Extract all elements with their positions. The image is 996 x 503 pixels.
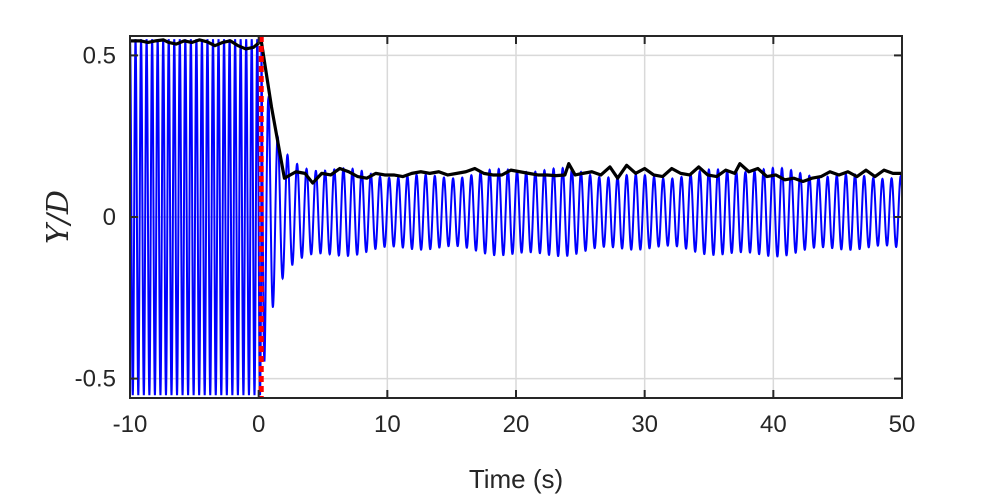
x-tick-label: 10 bbox=[374, 411, 401, 438]
x-tick-label: 30 bbox=[631, 411, 658, 438]
x-tick-label: 40 bbox=[760, 411, 787, 438]
y-tick-label: 0 bbox=[103, 204, 116, 231]
x-axis-label: Time (s) bbox=[469, 464, 563, 494]
oscillation-line bbox=[130, 39, 902, 396]
y-tick-label: -0.5 bbox=[75, 366, 116, 393]
x-tick-label: 20 bbox=[503, 411, 530, 438]
plot-series bbox=[130, 36, 902, 398]
envelope-line bbox=[130, 38, 902, 185]
y-axis-label: Y/D bbox=[41, 190, 76, 244]
tick-labels: -10 0 10 20 30 40 50 -0.5 0 0.5 bbox=[75, 42, 916, 438]
axes bbox=[129, 35, 903, 399]
x-tick-label: 0 bbox=[252, 411, 265, 438]
x-tick-label: -10 bbox=[113, 411, 148, 438]
x-tick-label: 50 bbox=[889, 411, 916, 438]
y-tick-label: 0.5 bbox=[83, 42, 116, 69]
